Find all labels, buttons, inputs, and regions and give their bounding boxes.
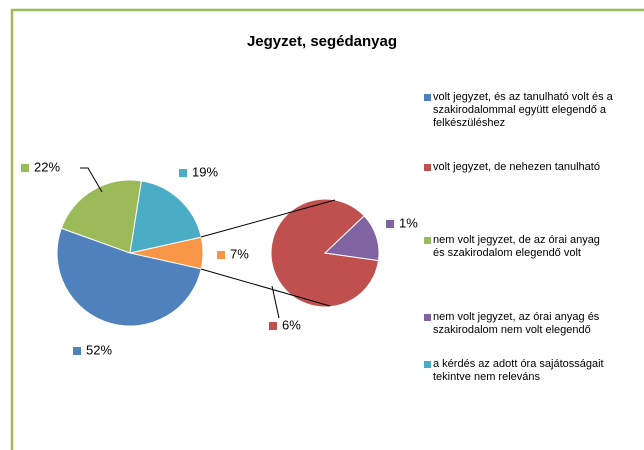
legend-label: volt jegyzet, de nehezen tanulható xyxy=(433,161,600,173)
legend-entry: volt jegyzet, de nehezen tanulható xyxy=(424,161,614,174)
legend-swatch xyxy=(424,361,431,368)
label-swatch xyxy=(21,164,29,172)
legend-label: volt jegyzet, és az tanulható volt és a … xyxy=(433,91,613,129)
legend-swatch xyxy=(424,164,431,171)
data-label: 1% xyxy=(399,215,418,230)
label-swatch xyxy=(269,322,277,330)
pie-slice xyxy=(323,215,380,262)
label-swatch xyxy=(179,169,187,177)
legend-entry: nem volt jegyzet, az órai anyag és szaki… xyxy=(424,311,614,337)
chart-title: Jegyzet, segédanyag xyxy=(247,33,397,50)
legend-swatch xyxy=(424,237,431,244)
legend-label: nem volt jegyzet, az órai anyag és szaki… xyxy=(433,311,600,336)
data-label: 52% xyxy=(86,342,112,357)
legend-label: a kérdés az adott óra sajátosságait teki… xyxy=(433,358,604,383)
data-label: 6% xyxy=(282,317,301,332)
pie-slice xyxy=(60,179,142,254)
connector xyxy=(200,268,331,307)
label-swatch xyxy=(386,220,394,228)
pie-slice xyxy=(56,227,202,327)
legend-entry: a kérdés az adott óra sajátosságait teki… xyxy=(424,358,614,384)
leader-line xyxy=(271,285,280,319)
connector xyxy=(200,199,336,238)
pie-slice xyxy=(129,180,202,254)
legend-swatch xyxy=(424,94,431,101)
data-label: 7% xyxy=(230,246,249,261)
chart-border xyxy=(10,8,644,450)
legend-entry: volt jegyzet, és az tanulható volt és a … xyxy=(424,91,614,130)
legend-label: nem volt jegyzet, de az órai anyag és sz… xyxy=(433,234,600,259)
label-swatch xyxy=(217,251,225,259)
data-label: 22% xyxy=(34,159,60,174)
data-label: 19% xyxy=(192,164,218,179)
label-swatch xyxy=(73,347,81,355)
leader-line xyxy=(80,167,103,193)
legend-swatch xyxy=(424,314,431,321)
legend-entry: nem volt jegyzet, de az órai anyag és sz… xyxy=(424,234,614,260)
